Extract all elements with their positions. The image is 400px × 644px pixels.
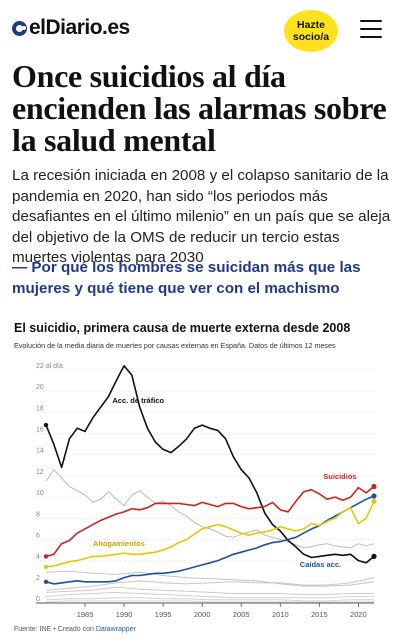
series-label: Caídas acc. [300,560,341,569]
x-tick-label: 2005 [233,610,250,619]
series-line-other [45,577,375,591]
line-chart: 0 2 4 6 8 10 12 14 16 18 20 22 al día 1985 1990 1995 20… [36,363,377,619]
hazte-line-2: socio/a [292,31,330,43]
x-tick-label: 2020 [350,610,367,619]
series-line-other [45,600,374,603]
y-tick-label: 0 [36,596,40,603]
series-line-other [45,591,374,599]
y-tick-label: 6 [36,532,40,539]
x-tick-label: 1990 [116,610,133,619]
y-tick-label: 14 [36,448,44,455]
x-tick-label: 2015 [311,610,328,619]
series-end-point [371,493,377,499]
series-end-point [371,553,377,559]
chart-footer: Fuente: INE • Creado con Datawrapper [14,626,136,633]
series-line-other [45,469,375,549]
headline: Once suicidios al día encienden las alar… [12,58,387,158]
hazte-line-1: Hazte [296,19,325,31]
series-line-other [45,597,374,602]
lead-paragraph: La recesión iniciada en 2008 y el colaps… [12,167,391,266]
chart-title: El suicidio, primera causa de muerte ext… [14,321,351,335]
y-tick-label: 16 [36,427,44,434]
x-tick-label: 2000 [194,610,211,619]
y-tick-label: 10 [36,490,44,497]
related-article-link[interactable]: — Por qué los hombres se suicidan más qu… [12,259,361,297]
series-label: Suicidios [323,472,356,481]
y-tick-label: 8 [36,511,40,518]
series-label: Ahogamientos [93,539,145,548]
hazte-socio-button[interactable]: Hazte socio/a [284,10,338,52]
series-label: Acc. de tráfico [112,396,164,405]
x-tick-label: 1985 [77,610,94,619]
x-tick-label: 2010 [272,610,289,619]
series-line-ahogamientos [45,500,375,568]
y-tick-label: 20 [36,384,44,391]
series-line-other [45,570,375,587]
menu-icon[interactable] [360,20,382,38]
series-start-point [43,422,49,428]
y-tick-label: 22 al día [36,363,63,370]
footer-source: Fuente: INE • Creado con [14,626,96,633]
logo-mark-icon [12,20,27,36]
y-tick-label: 2 [36,575,40,582]
series-start-point [43,564,49,570]
site-logo[interactable]: elDiario.es [12,16,130,40]
series-start-point [43,554,49,559]
series-line-other [45,586,374,595]
datawrapper-link[interactable]: Datawrapper [95,626,136,633]
top-bar: elDiario.es Hazte socio/a [0,0,400,58]
series-start-point [43,579,49,585]
series-line-acc-de-tr-fico [45,365,375,564]
series-end-point [371,498,377,504]
x-tick-label: 1995 [155,610,172,619]
series-end-point [371,483,377,490]
logo-text: elDiario.es [29,16,130,39]
y-tick-label: 12 [36,469,44,476]
chart-subtitle: Evolución de la media diaria de muertes … [14,341,336,350]
series-line-suicidios [45,485,375,558]
y-tick-label: 18 [36,405,44,412]
y-tick-label: 4 [36,554,40,561]
